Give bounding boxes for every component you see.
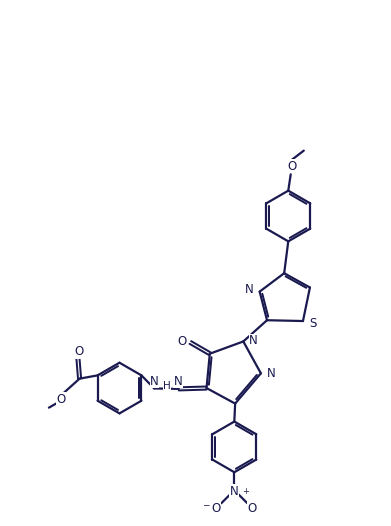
Text: O: O [287,160,296,173]
Text: O: O [177,335,186,348]
Text: N: N [150,375,159,388]
Text: +: + [242,487,249,496]
Text: O: O [74,345,83,358]
Text: O: O [248,502,257,515]
Text: S: S [310,317,317,330]
Text: H: H [163,381,171,391]
Text: −: − [202,500,210,509]
Text: O: O [56,392,65,406]
Text: N: N [174,375,183,388]
Text: O: O [212,502,221,515]
Text: N: N [245,282,254,296]
Text: N: N [249,334,258,347]
Text: N: N [230,485,239,498]
Text: N: N [267,367,275,380]
